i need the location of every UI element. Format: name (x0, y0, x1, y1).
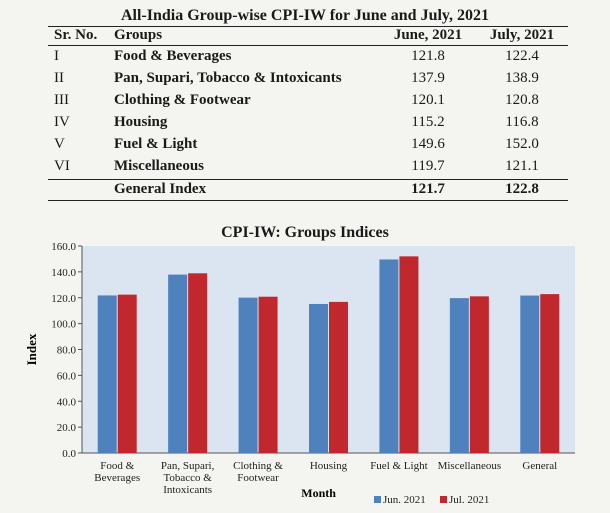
row-sr: I (54, 48, 59, 64)
row-july: 138.9 (505, 70, 539, 86)
row-july: 121.1 (505, 158, 539, 174)
bar-jul (540, 294, 560, 453)
y-tick-label: 160.0 (51, 241, 76, 253)
row-july: 152.0 (505, 136, 539, 152)
table-top-rule (48, 26, 568, 27)
legend-swatch (440, 496, 447, 503)
bar-jun (309, 303, 328, 453)
y-tick-label: 140.0 (51, 267, 76, 279)
y-tick-label: 120.0 (51, 293, 76, 305)
table-row: V Fuel & Light 149.6 152.0 (48, 136, 568, 158)
header-groups: Groups (114, 27, 163, 43)
y-axis-label: Index (24, 333, 39, 365)
table-bottom-rule (48, 200, 568, 201)
row-june: 137.9 (411, 70, 445, 86)
row-sr: VI (54, 158, 70, 174)
total-label: General Index (114, 181, 207, 197)
row-sr: IV (54, 114, 70, 130)
row-july: 122.4 (505, 48, 539, 64)
plot-area (82, 246, 575, 453)
table-row: VI Miscellaneous 119.7 121.1 (48, 158, 568, 180)
row-july: 116.8 (505, 114, 539, 130)
table-row: I Food & Beverages 121.8 122.4 (48, 48, 568, 70)
table-row: III Clothing & Footwear 120.1 120.8 (48, 92, 568, 114)
table-title: All-India Group-wise CPI-IW for June and… (120, 7, 490, 24)
header-july: July, 2021 (489, 27, 555, 43)
row-june: 120.1 (411, 92, 445, 108)
x-axis-label: Month (301, 486, 336, 500)
bar-jul (188, 273, 208, 453)
row-sr: II (54, 70, 64, 86)
row-june: 121.8 (411, 48, 445, 64)
x-tick-label: Pan, Supari, Tobacco & Intoxicants (161, 460, 215, 496)
header-sr-no: Sr. No. (54, 27, 98, 43)
x-tick-label: Clothing & Footwear (233, 460, 283, 484)
bar-jun (97, 295, 117, 453)
table-row: IV Housing 115.2 116.8 (48, 114, 568, 136)
bar-jun (449, 298, 469, 453)
bar-jun (379, 259, 399, 453)
row-sr: V (54, 136, 65, 152)
x-tick-label: Fuel & Light (370, 460, 427, 472)
bar-jul (258, 296, 278, 453)
row-july: 120.8 (505, 92, 539, 108)
row-group: Fuel & Light (114, 136, 198, 152)
bar-jul (469, 296, 489, 453)
x-tick-label-line: General (522, 460, 557, 472)
table-total-row: General Index 121.7 122.8 (48, 181, 568, 203)
x-tick-label: Food & Beverages (94, 460, 140, 484)
bar-jul (329, 301, 348, 453)
x-tick-label-line: Miscellaneous (438, 460, 502, 472)
cpi-bar-chart: 0.0 20.0 40.0 60.0 80.0 100.0 120.0 140.0 160.0 I… (24, 241, 575, 506)
row-june: 119.7 (411, 158, 445, 174)
x-tick-label-line: Pan, Supari, (161, 460, 215, 472)
x-tick-label: General (522, 460, 557, 472)
x-tick-label-line: Food & (100, 460, 134, 472)
x-tick-label-line: Footwear (237, 472, 279, 484)
y-tick-label: 0.0 (62, 448, 76, 460)
row-sr: III (54, 92, 69, 108)
table-header-rule (48, 45, 568, 46)
x-tick-label-line: Intoxicants (163, 484, 212, 496)
total-june: 121.7 (411, 181, 445, 197)
x-tick-label-line: Beverages (94, 472, 140, 484)
chart-title: CPI-IW: Groups Indices (221, 224, 389, 241)
legend-swatch (374, 496, 381, 503)
table-row: II Pan, Supari, Tobacco & Intoxicants 13… (48, 70, 568, 92)
row-group: Clothing & Footwear (114, 92, 251, 108)
x-tick-label-line: Housing (310, 460, 348, 472)
y-tick-label: 60.0 (57, 370, 77, 382)
legend-label: Jun. 2021 (383, 494, 426, 506)
y-tick-label: 100.0 (51, 319, 76, 331)
bar-jul (399, 256, 419, 453)
row-group: Miscellaneous (114, 158, 204, 174)
x-tick-label-line: Clothing & (233, 460, 283, 472)
bar-jul (117, 294, 137, 453)
bar-jun (168, 274, 188, 453)
x-tick-label: Miscellaneous (438, 460, 502, 472)
header-june: June, 2021 (393, 27, 463, 43)
table-total-rule (48, 179, 568, 180)
bar-jun (520, 295, 540, 453)
x-tick-label-line: Tobacco & (163, 472, 212, 484)
row-group: Food & Beverages (114, 48, 232, 64)
row-june: 149.6 (411, 136, 445, 152)
x-tick-label: Housing (310, 460, 348, 472)
total-july: 122.8 (505, 181, 539, 197)
legend-label: Jul. 2021 (449, 494, 489, 506)
x-tick-label-line: Fuel & Light (370, 460, 427, 472)
y-tick-label: 20.0 (57, 422, 77, 434)
bar-jun (238, 297, 258, 453)
row-group: Housing (114, 114, 168, 130)
y-tick-label: 40.0 (57, 396, 77, 408)
y-tick-label: 80.0 (57, 345, 77, 357)
table-header-row: Sr. No. Groups June, 2021 July, 2021 (48, 27, 568, 49)
row-group: Pan, Supari, Tobacco & Intoxicants (114, 70, 342, 86)
row-june: 115.2 (411, 114, 445, 130)
